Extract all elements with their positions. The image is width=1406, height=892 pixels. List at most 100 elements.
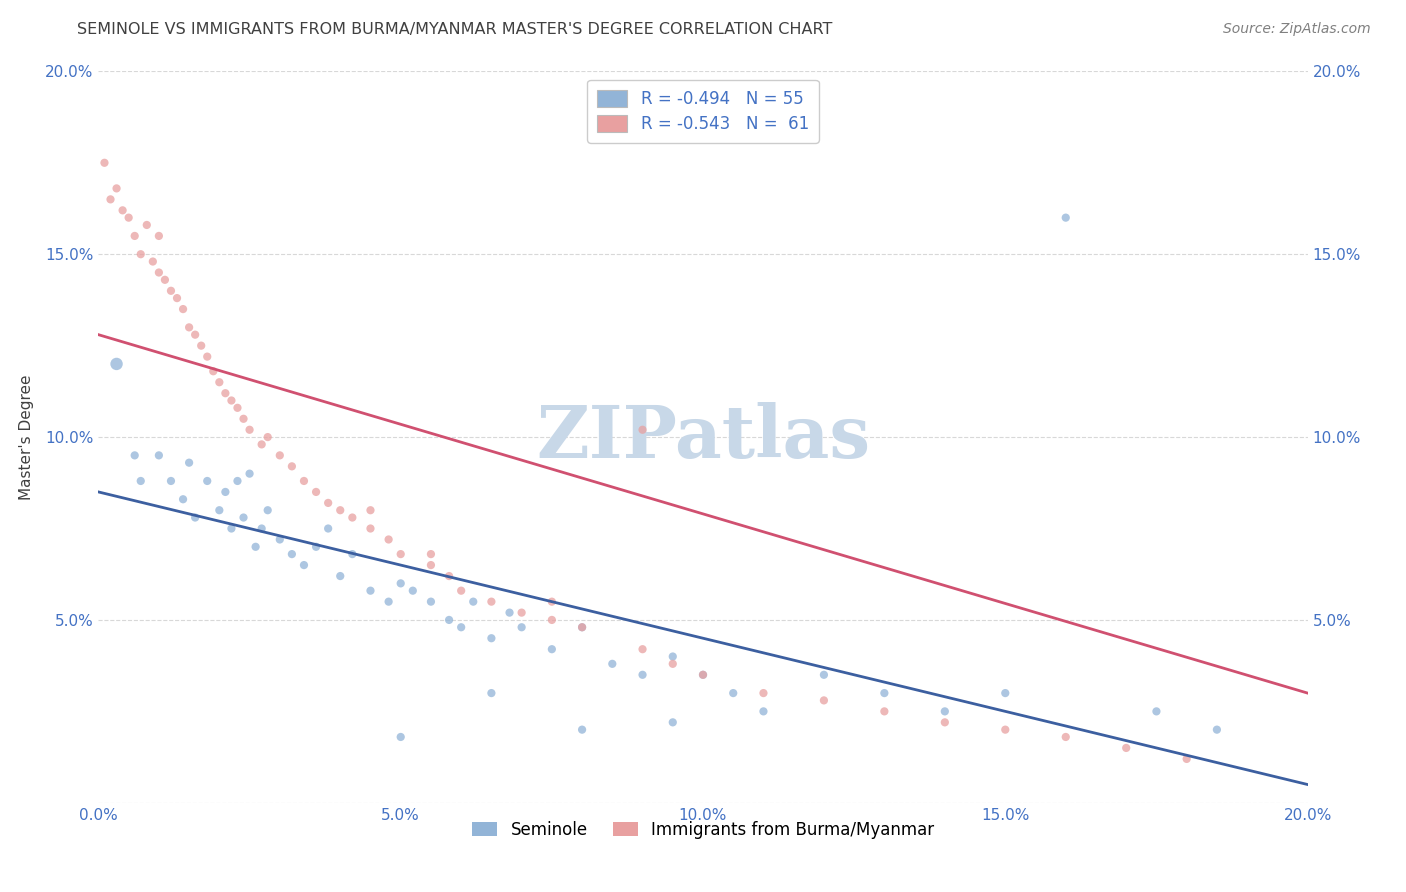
Point <box>160 474 183 488</box>
Point <box>195 350 218 364</box>
Point <box>661 715 683 730</box>
Point <box>602 657 624 671</box>
Point <box>105 181 128 195</box>
Point <box>111 203 134 218</box>
Point <box>420 594 443 608</box>
Point <box>420 547 443 561</box>
Text: Source: ZipAtlas.com: Source: ZipAtlas.com <box>1223 22 1371 37</box>
Point <box>221 393 243 408</box>
Point <box>148 448 170 462</box>
Point <box>342 547 364 561</box>
Point <box>239 423 262 437</box>
Point <box>256 503 278 517</box>
Point <box>1115 740 1137 755</box>
Point <box>129 247 152 261</box>
Point <box>450 583 472 598</box>
Point <box>281 459 304 474</box>
Point <box>208 375 231 389</box>
Point <box>752 686 775 700</box>
Point <box>179 320 201 334</box>
Point <box>292 558 315 573</box>
Point <box>360 521 382 535</box>
Point <box>166 291 188 305</box>
Point <box>124 229 146 244</box>
Point <box>692 667 714 681</box>
Point <box>316 496 339 510</box>
Point <box>245 540 267 554</box>
Point <box>226 474 249 488</box>
Point <box>389 547 412 561</box>
Point <box>305 540 328 554</box>
Point <box>377 594 399 608</box>
Point <box>661 657 683 671</box>
Point <box>498 606 520 620</box>
Point <box>172 301 194 317</box>
Point <box>813 693 835 707</box>
Point <box>329 503 352 517</box>
Point <box>631 667 654 681</box>
Point <box>221 521 243 535</box>
Point <box>692 667 714 681</box>
Point <box>402 583 425 598</box>
Point <box>142 254 165 268</box>
Point <box>1206 723 1229 737</box>
Point <box>631 423 654 437</box>
Point <box>377 533 399 547</box>
Point <box>510 620 533 634</box>
Point <box>202 364 225 378</box>
Point <box>481 594 503 608</box>
Point <box>214 386 236 401</box>
Point <box>510 606 533 620</box>
Point <box>208 503 231 517</box>
Point <box>105 357 128 371</box>
Point <box>631 642 654 657</box>
Point <box>148 229 170 244</box>
Point <box>360 503 382 517</box>
Point <box>269 533 291 547</box>
Point <box>994 723 1017 737</box>
Point <box>184 327 207 342</box>
Point <box>873 705 896 719</box>
Point <box>214 485 236 500</box>
Point <box>437 613 460 627</box>
Point <box>129 474 152 488</box>
Point <box>148 266 170 280</box>
Point <box>316 521 339 535</box>
Point <box>934 705 956 719</box>
Point <box>292 474 315 488</box>
Point <box>450 620 472 634</box>
Point <box>232 510 254 524</box>
Point <box>239 467 262 481</box>
Point <box>571 620 593 634</box>
Point <box>124 448 146 462</box>
Point <box>540 594 562 608</box>
Point <box>184 510 207 524</box>
Point <box>360 583 382 598</box>
Point <box>420 558 443 573</box>
Point <box>813 667 835 681</box>
Point <box>305 485 328 500</box>
Text: ZIPatlas: ZIPatlas <box>536 401 870 473</box>
Point <box>571 620 593 634</box>
Point <box>195 474 218 488</box>
Point <box>481 686 503 700</box>
Point <box>329 569 352 583</box>
Point <box>540 613 562 627</box>
Point <box>100 192 122 206</box>
Point <box>571 723 593 737</box>
Point <box>226 401 249 415</box>
Point <box>723 686 745 700</box>
Point <box>172 492 194 507</box>
Text: SEMINOLE VS IMMIGRANTS FROM BURMA/MYANMAR MASTER'S DEGREE CORRELATION CHART: SEMINOLE VS IMMIGRANTS FROM BURMA/MYANMA… <box>77 22 832 37</box>
Point <box>934 715 956 730</box>
Point <box>250 521 273 535</box>
Point <box>1054 211 1077 225</box>
Point <box>135 218 157 232</box>
Point <box>437 569 460 583</box>
Point <box>481 632 503 646</box>
Point <box>540 642 562 657</box>
Point <box>93 156 115 170</box>
Point <box>256 430 278 444</box>
Point <box>389 730 412 744</box>
Point <box>190 338 212 352</box>
